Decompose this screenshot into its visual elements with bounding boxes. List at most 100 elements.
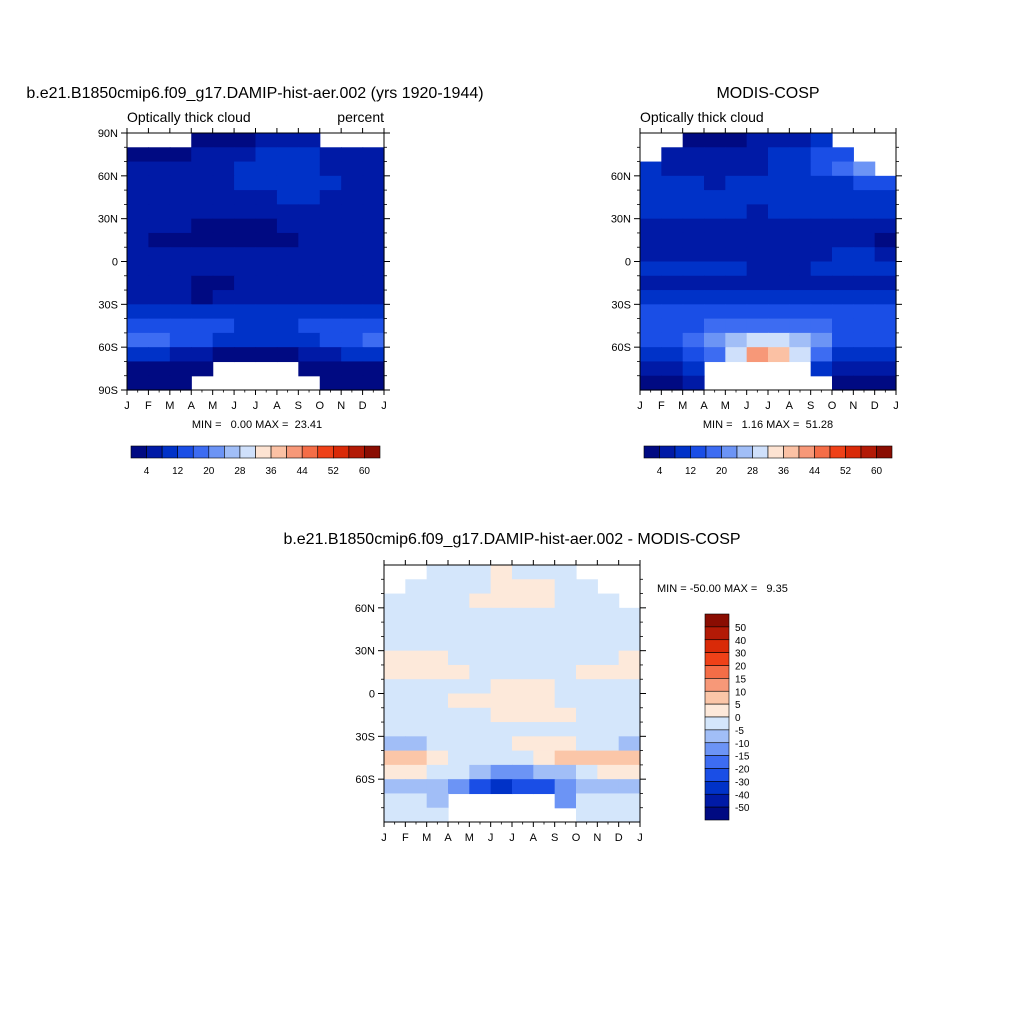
heatmap-cell	[212, 204, 235, 220]
heatmap-cell	[319, 347, 342, 363]
heatmap-cell	[554, 793, 577, 809]
heatmap-cell	[426, 779, 449, 795]
heatmap-cell	[298, 175, 321, 191]
heatmap-cell	[640, 204, 662, 220]
heatmap-cell	[682, 147, 705, 163]
heatmap-cell	[682, 290, 705, 305]
heatmap-cell	[512, 622, 534, 637]
heatmap-cell	[725, 161, 748, 177]
heatmap-cell	[682, 261, 705, 277]
heatmap-cell	[255, 232, 278, 248]
heatmap-cell	[576, 693, 598, 709]
heatmap-cell	[191, 318, 214, 334]
heatmap-cell	[448, 722, 470, 737]
heatmap-cell	[853, 232, 876, 248]
x-tick-label: O	[572, 832, 581, 844]
heatmap-cell	[576, 707, 598, 723]
heatmap-cell	[874, 218, 897, 234]
heatmap-cell	[512, 650, 534, 666]
heatmap-cell	[597, 707, 620, 723]
heatmap-cell	[148, 318, 171, 334]
heatmap-cell	[554, 679, 577, 695]
heatmap-cell	[682, 133, 705, 148]
x-tick-label: A	[530, 832, 538, 844]
panel-2-colorbar: 4 12 20 28 36 44 52 60	[643, 445, 893, 477]
colorbar-swatch	[704, 806, 730, 821]
heatmap-cell	[469, 750, 492, 766]
heatmap-cell	[704, 175, 726, 191]
heatmap-cell	[212, 133, 235, 148]
heatmap-cell	[725, 190, 748, 205]
heatmap-cell	[682, 218, 705, 234]
heatmap-cell	[384, 793, 406, 809]
heatmap-cell	[255, 133, 278, 148]
heatmap-cell	[725, 175, 748, 191]
colorbar-swatch	[301, 445, 319, 459]
heatmap-cell	[319, 318, 342, 334]
x-tick-label: J	[509, 832, 515, 844]
heatmap-cell	[212, 275, 235, 291]
heatmap-cell	[682, 204, 705, 220]
heatmap-cell	[512, 593, 534, 609]
heatmap-cell	[362, 232, 385, 248]
x-tick-label: O	[828, 400, 837, 412]
heatmap-cell	[255, 290, 278, 305]
panel-3-title: b.e21.B1850cmip6.f09_g17.DAMIP-hist-aer.…	[283, 531, 740, 548]
heatmap-cell	[789, 290, 812, 305]
heatmap-cell	[384, 807, 406, 823]
y-tick-label: 30N	[611, 214, 631, 226]
heatmap-cell	[746, 190, 769, 205]
heatmap-cell	[618, 779, 641, 795]
heatmap-cell	[704, 304, 726, 320]
heatmap-cell	[362, 161, 385, 177]
heatmap-cell	[319, 204, 342, 220]
heatmap-cell	[704, 218, 726, 234]
heatmap-cell	[341, 190, 364, 205]
colorbar-label: -50	[735, 803, 750, 814]
heatmap-cell	[341, 247, 364, 263]
panel-1-variable-label: Optically thick cloud	[127, 109, 251, 125]
heatmap-cell	[448, 607, 470, 623]
heatmap-cell	[169, 247, 192, 263]
heatmap-cell	[533, 779, 556, 795]
x-tick-label: D	[615, 832, 623, 844]
heatmap-cell	[426, 622, 449, 637]
heatmap-cell	[276, 304, 299, 320]
colorbar-label: 60	[359, 466, 371, 477]
x-tick-label: M	[422, 832, 431, 844]
heatmap-cell	[746, 147, 769, 163]
heatmap-cell	[191, 332, 214, 348]
heatmap-cell	[533, 679, 556, 695]
heatmap-cell	[212, 247, 235, 263]
heatmap-cell	[276, 318, 299, 334]
heatmap-cell	[533, 579, 556, 595]
heatmap-cell	[746, 290, 769, 305]
heatmap-cell	[746, 275, 769, 291]
heatmap-cell	[448, 622, 470, 637]
heatmap-cell	[362, 304, 385, 320]
panel-1-title: b.e21.B1850cmip6.f09_g17.DAMIP-hist-aer.…	[26, 85, 483, 102]
heatmap-cell	[640, 261, 662, 277]
heatmap-cell	[212, 318, 235, 334]
heatmap-cell	[319, 261, 342, 277]
heatmap-cell	[661, 232, 684, 248]
heatmap-cell	[725, 133, 748, 148]
heatmap-cell	[768, 175, 790, 191]
heatmap-cell	[576, 779, 598, 795]
heatmap-cell	[768, 318, 790, 334]
heatmap-cell	[127, 261, 150, 277]
x-tick-label: A	[273, 400, 281, 412]
heatmap-cell	[682, 247, 705, 263]
heatmap-cell	[127, 204, 150, 220]
colorbar-label: 44	[297, 466, 309, 477]
x-tick-label: M	[465, 832, 474, 844]
heatmap-cell	[148, 290, 171, 305]
heatmap-cell	[789, 133, 812, 148]
heatmap-cell	[725, 304, 748, 320]
heatmap-cell	[746, 347, 769, 363]
heatmap-cell	[874, 232, 897, 248]
heatmap-cell	[341, 290, 364, 305]
heatmap-cell	[682, 175, 705, 191]
panel-2-heatmap-cells	[640, 133, 897, 391]
